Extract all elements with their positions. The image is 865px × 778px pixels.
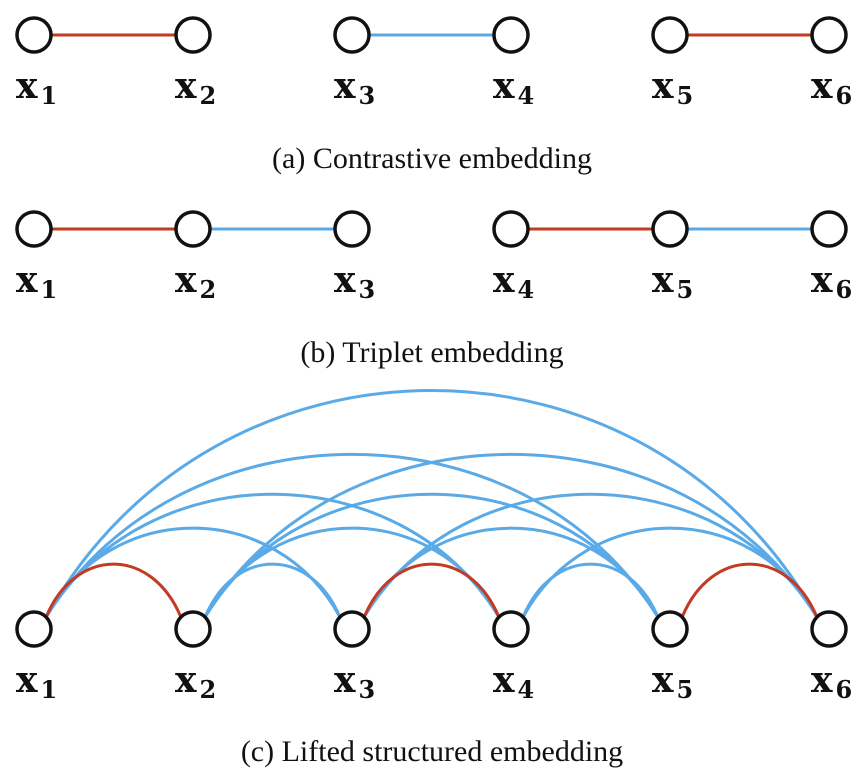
negative-edge-1-6	[44, 389, 819, 619]
edges	[44, 389, 819, 619]
node-x3	[333, 610, 371, 648]
node-x6	[810, 210, 848, 248]
node-x1	[15, 16, 53, 54]
positive-edge-3-4	[362, 562, 501, 619]
positive-edge-5-6	[680, 562, 819, 619]
node-x6	[810, 16, 848, 54]
node-x3	[333, 210, 371, 248]
caption-lifted-structured: (c) Lifted structured embedding	[241, 735, 623, 768]
node-x1	[15, 610, 53, 648]
node-x2	[174, 610, 212, 648]
negative-edge-1-3	[44, 526, 342, 619]
node-x1	[15, 210, 53, 248]
caption-contrastive: (a) Contrastive embedding	[272, 142, 592, 175]
node-x2	[174, 210, 212, 248]
node-x6	[810, 610, 848, 648]
node-x5	[651, 16, 689, 54]
negative-edge-1-4	[44, 492, 501, 619]
node-x3	[333, 16, 371, 54]
negative-edge-3-6	[362, 492, 819, 619]
node-x4	[492, 210, 530, 248]
negative-edge-1-5	[44, 452, 660, 619]
negative-edge-3-5	[362, 526, 660, 619]
node-x5	[651, 610, 689, 648]
node-x2	[174, 16, 212, 54]
nodes	[15, 610, 848, 648]
nodes	[15, 16, 848, 54]
node-x4	[492, 610, 530, 648]
negative-edge-2-4	[203, 526, 501, 619]
caption-triplet: (b) Triplet embedding	[300, 336, 563, 369]
negative-edge-2-5	[203, 492, 660, 619]
nodes	[15, 210, 848, 248]
node-x5	[651, 210, 689, 248]
negative-edge-2-6	[203, 452, 819, 619]
node-x4	[492, 16, 530, 54]
positive-edge-1-2	[44, 562, 183, 619]
negative-edge-4-6	[521, 526, 819, 619]
